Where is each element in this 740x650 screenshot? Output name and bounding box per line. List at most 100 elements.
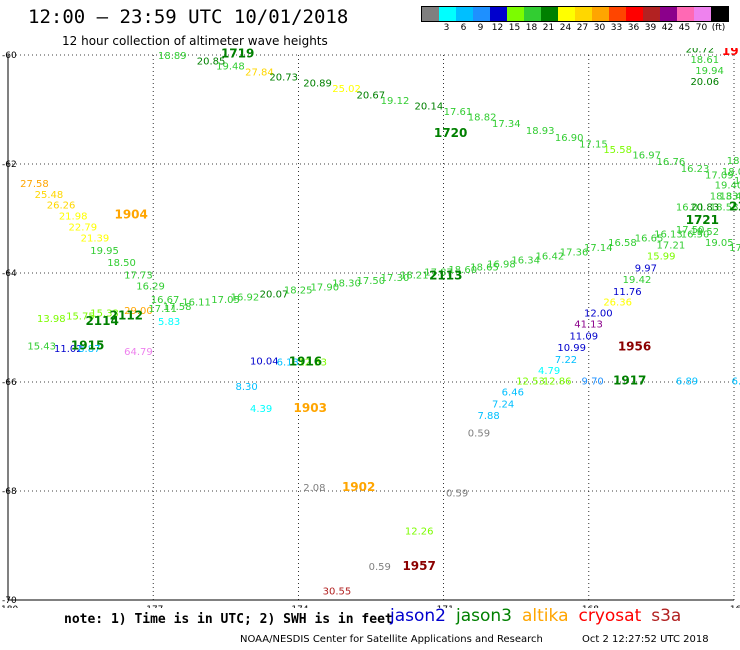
wave-height-value: 17.34 — [492, 119, 521, 130]
wave-height-value: 18.93 — [526, 126, 555, 137]
wave-height-value: 11.09 — [569, 331, 598, 342]
legend-label: 12 — [491, 23, 504, 33]
satellite-jason2: jason2 — [390, 606, 446, 626]
wave-height-value: 17.21 — [657, 240, 686, 251]
timestamp: Oct 2 12:27:52 UTC 2018 — [582, 634, 709, 645]
wave-height-value: 16.13 — [654, 230, 683, 241]
pass-time-label: 2113 — [429, 269, 462, 283]
legend-swatch — [643, 7, 660, 21]
wave-height-value: 16.01 — [676, 202, 705, 213]
legend-label: 70 — [695, 23, 708, 33]
legend-swatch — [592, 7, 609, 21]
wave-height-value: 17.61 — [444, 107, 473, 118]
wave-height-value: 6.89 — [676, 377, 698, 388]
legend-label: 3 — [443, 23, 450, 33]
wave-height-value: 19.05 — [705, 238, 734, 249]
wave-height-value: 16.11 — [182, 298, 211, 309]
wave-height-value: 6.13 — [277, 358, 299, 369]
wave-height-value: 15.75 — [66, 311, 95, 322]
satellite-legend: jason2 jason3 altika cryosat s3a — [390, 606, 691, 626]
map-grid — [7, 54, 735, 601]
axis-tick-labels: -180 -177 -174 -171 -168 -16 -60 -62 -64 -66 -68 -7… — [0, 51, 740, 608]
wave-height-value: 19.42 — [623, 275, 652, 286]
wave-height-value: 20.14 — [415, 102, 444, 113]
legend-label: 18 — [525, 23, 538, 33]
wave-height-value: 18.48 — [719, 191, 740, 202]
wave-height-value: 17.36 — [560, 248, 589, 259]
wave-height-value: 12.26 — [405, 527, 434, 538]
wave-height-value: 20.73 — [269, 73, 298, 84]
wave-height-value: 12.33 — [298, 358, 327, 369]
lon-tick-label: -174 — [288, 605, 309, 608]
wave-height-value: 10.04 — [250, 357, 279, 368]
wave-height-value: 20.06 — [690, 77, 719, 88]
legend-swatch — [541, 7, 558, 21]
wave-height-value: 20.89 — [303, 79, 332, 90]
legend-label: 42 — [661, 23, 674, 33]
wave-height-value: 18.33 — [710, 191, 739, 202]
wave-height-value: 10.99 — [557, 343, 586, 354]
pass-time-label: 1903 — [294, 401, 327, 415]
satellite-cryosat: cryosat — [578, 606, 642, 626]
wave-height-value: 20.85 — [197, 56, 226, 67]
wave-height-value: 17.09 — [705, 171, 734, 182]
wave-height-value: 15.43 — [27, 341, 56, 352]
lat-tick-label: -66 — [2, 378, 17, 388]
legend-label: (ft) — [711, 23, 726, 33]
wave-height-value: 16.50 — [681, 230, 710, 241]
wave-height-value: 27.58 — [20, 179, 49, 190]
wave-height-value: 0.59 — [369, 562, 391, 573]
legend-label: 27 — [576, 23, 589, 33]
wave-height-value: 15.99 — [647, 251, 676, 262]
wave-height-value: 26.36 — [603, 298, 632, 309]
wave-height-value: 9.97 — [635, 263, 657, 274]
wave-height-value: 7.88 — [477, 411, 499, 422]
wave-height-value: 41.13 — [574, 320, 603, 331]
legend-swatch — [507, 7, 524, 21]
wave-height-value: 18.73 — [727, 156, 740, 167]
wave-height-value: 19.52 — [690, 227, 719, 238]
lon-tick-label: -168 — [579, 605, 600, 608]
wave-height-value: 19.12 — [381, 96, 410, 107]
lon-tick-label: -16 — [727, 605, 740, 608]
wave-height-value: 8.87 — [78, 344, 100, 355]
pass-time-label: 1956 — [618, 339, 651, 353]
wave-height-value: 18.50 — [107, 258, 136, 269]
legend-label: 15 — [508, 23, 521, 33]
wave-height-value: 11.76 — [613, 287, 642, 298]
wave-height-value: 16.34 — [511, 256, 540, 267]
satellite-jason3: jason3 — [456, 606, 512, 626]
wave-height-value: 17.05 — [211, 295, 240, 306]
lon-tick-label: -177 — [143, 605, 163, 608]
wave-height-value: 29.00 — [124, 306, 153, 317]
pass-time-label: 1916 — [722, 48, 740, 58]
wave-height-value: 17.73 — [124, 270, 153, 281]
satellite-s3a: s3a — [651, 606, 682, 626]
wave-height-value: 17.30 — [381, 273, 410, 284]
legend-label: 45 — [678, 23, 691, 33]
footnote: note: 1) Time is in UTC; 2) SWH is in fe… — [64, 612, 393, 627]
wave-height-value: 17.90 — [311, 282, 340, 293]
wave-height-value: 2.08 — [303, 483, 325, 494]
legend-swatch — [694, 7, 711, 21]
wave-height-value: 15.58 — [603, 145, 632, 156]
pass-time-label: 1719 — [221, 48, 254, 61]
wave-height-value: 16.29 — [136, 281, 165, 292]
wave-height-value: 27.84 — [245, 68, 274, 79]
pass-time-label: 1917 — [613, 374, 646, 388]
pass-time-label: 1720 — [434, 126, 467, 140]
wave-height-value: 7.24 — [492, 400, 514, 411]
wave-height-value: 17.5 — [729, 243, 740, 254]
wave-height-value: 16.92 — [231, 292, 260, 303]
wave-height-value: 18.25 — [284, 286, 313, 297]
wave-height-value: 19.95 — [90, 246, 119, 257]
wave-height-value: 16.67 — [151, 295, 180, 306]
wave-height-value: 17.15 — [579, 140, 608, 151]
wave-height-value: 17.87 — [424, 268, 453, 279]
wave-height-value: 18.58 — [710, 202, 739, 213]
wave-height-value: 8.30 — [235, 382, 257, 393]
lat-tick-label: -64 — [2, 269, 17, 279]
pass-time-label: 1904 — [114, 208, 147, 222]
wave-height-value: 19.48 — [216, 62, 245, 73]
pass-time-label: 211 — [729, 199, 740, 213]
